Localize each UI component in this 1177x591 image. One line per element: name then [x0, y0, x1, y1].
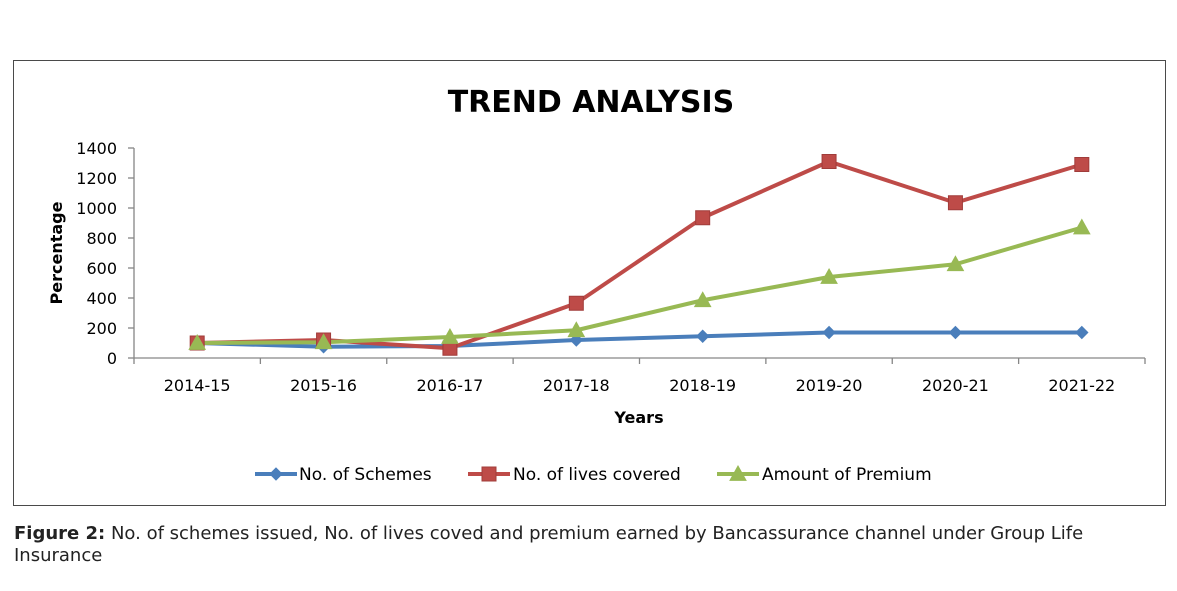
y-tick-label: 800: [86, 229, 117, 248]
data-point-series-3: [188, 333, 207, 350]
legend-label: No. of lives covered: [513, 465, 681, 485]
data-point-series-1: [695, 329, 710, 343]
legend-marker-2: [481, 466, 497, 482]
y-tick-label: 1200: [76, 169, 117, 188]
data-point-series-3: [441, 327, 459, 344]
data-point-series-3: [1072, 218, 1091, 235]
series-line-2: [197, 159, 1083, 351]
data-point-series-1: [1075, 325, 1089, 340]
x-tick-label: 2019-20: [796, 376, 863, 395]
data-point-series-3: [693, 291, 712, 308]
y-axis-title: Percentage: [47, 201, 66, 304]
data-point-series-3: [946, 255, 965, 272]
chart-frame: [13, 60, 1166, 506]
legend-label: Amount of Premium: [762, 465, 932, 485]
legend-marker-1: [269, 467, 283, 481]
data-point-series-3: [820, 267, 838, 284]
series-line-3: [197, 225, 1083, 345]
figure-caption: Figure 2: No. of schemes issued, No. of …: [14, 523, 1164, 567]
data-point-series-2: [821, 154, 837, 169]
legend-label: No. of Schemes: [299, 465, 432, 485]
y-tick-label: 0: [107, 349, 117, 368]
y-tick-label: 1000: [76, 199, 117, 218]
data-point-series-2: [568, 295, 584, 311]
caption-text: No. of schemes issued, No. of lives cove…: [14, 523, 1084, 566]
y-tick-label: 1400: [76, 139, 117, 158]
x-tick-label: 2014-15: [164, 376, 231, 395]
y-tick-label: 200: [86, 319, 117, 338]
data-point-series-1: [948, 325, 963, 340]
trend-chart: TREND ANALYSIS 0 200 400 600 800 1000 1200 1400 2…: [47, 85, 1146, 485]
data-point-series-2: [695, 210, 711, 226]
x-axis-title: Years: [613, 408, 663, 427]
data-point-series-3: [567, 321, 586, 338]
data-point-series-3: [314, 333, 333, 350]
data-point-series-2: [947, 195, 963, 211]
series-line-1: [197, 330, 1082, 349]
x-tick-label: 2017-18: [543, 376, 610, 395]
chart-title: TREND ANALYSIS: [448, 85, 735, 120]
x-tick-label: 2018-19: [669, 376, 736, 395]
data-point-series-1: [822, 325, 836, 340]
y-tick-label: 600: [86, 259, 117, 278]
caption-label: Figure 2:: [14, 523, 106, 544]
x-tick-label: 2021-22: [1048, 376, 1115, 395]
data-point-series-2: [1074, 157, 1090, 172]
y-tick-label: 400: [86, 289, 117, 308]
x-tick-label: 2020-21: [922, 376, 989, 395]
x-tick-label: 2016-17: [417, 376, 484, 395]
legend-marker-3: [729, 464, 747, 481]
x-tick-label: 2015-16: [290, 376, 357, 395]
